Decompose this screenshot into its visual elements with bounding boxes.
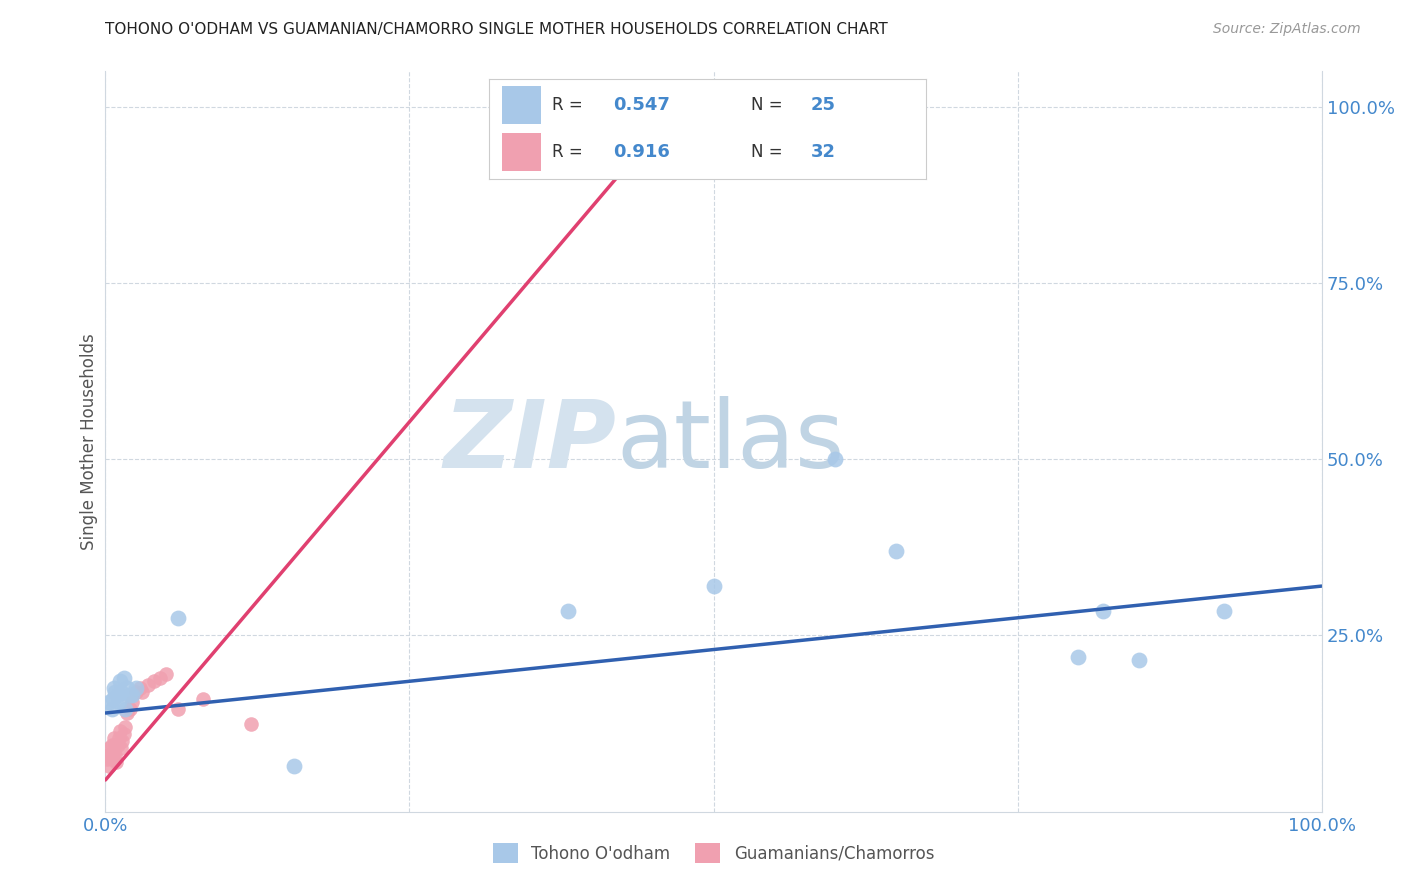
Point [103,731,125,745]
Point [136,678,159,692]
Point [118,689,141,703]
Point [702,579,725,593]
Point [96,752,118,766]
Point [121,689,143,703]
Point [111,734,134,748]
Point [155,667,177,681]
Point [117,706,139,720]
Point [108,731,131,745]
Point [112,671,135,685]
Point [108,674,131,689]
Point [240,716,263,731]
Point [98,741,121,756]
Point [110,685,132,699]
Point [143,674,166,689]
Point [125,685,148,699]
Point [98,759,121,773]
Point [167,702,190,716]
Point [118,702,141,716]
Point [112,727,135,741]
Point [1213,604,1236,618]
Point [108,695,131,709]
Point [98,748,121,763]
Point [125,681,148,696]
Point [121,695,143,709]
Text: TOHONO O'ODHAM VS GUAMANIAN/CHAMORRO SINGLE MOTHER HOUSEHOLDS CORRELATION CHART: TOHONO O'ODHAM VS GUAMANIAN/CHAMORRO SIN… [105,22,889,37]
Point [824,452,846,467]
Point [104,748,127,763]
Point [191,692,214,706]
Point [100,702,122,716]
Point [1091,604,1114,618]
Point [105,756,128,770]
Point [101,748,124,763]
Point [100,738,122,752]
Point [117,681,139,696]
Point [110,741,132,756]
Point [108,723,131,738]
Point [167,611,190,625]
Point [884,544,907,558]
Point [98,695,121,709]
Point [131,685,153,699]
Point [128,681,150,696]
Point [149,671,172,685]
Text: ZIP: ZIP [443,395,616,488]
Point [101,692,124,706]
Legend: Tohono O'odham, Guamanians/Chamorros: Tohono O'odham, Guamanians/Chamorros [486,837,941,870]
Text: atlas: atlas [616,395,845,488]
Point [97,748,120,763]
Point [100,752,122,766]
Point [114,702,136,716]
Y-axis label: Single Mother Households: Single Mother Households [80,334,98,549]
Point [557,604,579,618]
Text: Source: ZipAtlas.com: Source: ZipAtlas.com [1213,22,1361,37]
Point [1067,649,1090,664]
Point [114,720,136,734]
Point [107,689,129,703]
Point [283,759,305,773]
Point [1128,653,1150,667]
Point [104,685,127,699]
Point [103,681,125,696]
Point [104,738,127,752]
Point [107,738,129,752]
